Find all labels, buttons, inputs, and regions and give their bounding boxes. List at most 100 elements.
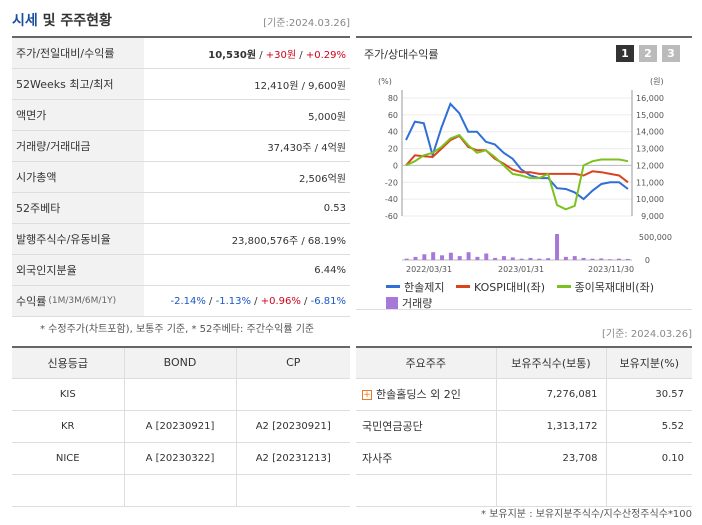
base-date: [기준:2024.03.26] [263,18,350,29]
section-title-rest: 및 주주현황 [37,13,112,29]
volume-bar [537,258,542,260]
volume-bar [519,258,524,260]
volume-bar [466,252,471,260]
shareholder-table: 주요주주 보유주식수(보통) 보유지분(%) + 한솔홀딩스 외 2인 7,276… [356,346,692,507]
chart-title: 주가/상대수익률 [364,48,439,61]
summary-value: 2,506억원 [298,173,346,185]
summary-value: 5,000원 [308,111,346,123]
y-left-tick-label: 40 [388,128,398,137]
volume-bar [572,256,577,260]
summary-label: 52Weeks 최고/최저 [12,69,144,99]
price-chart: (%) (원) 80 60 40 20 0 -20 -40 -60 16,000 15,000 14,0… [378,77,672,274]
credit-header: CP [236,347,350,379]
volume-bar [555,234,560,260]
chart-tab-3[interactable]: 3 [662,45,680,62]
y-right-tick-label: 9,000 [641,212,664,221]
summary-row-beta: 52주베타 0.53 [12,193,350,224]
y-right-tick-label: 15,000 [636,111,664,120]
volume-bar [546,258,551,260]
summary-label: 시가총액 [12,162,144,192]
summary-row-returns: 수익률 (1M/3M/6M/1Y) -2.14% / -1.13% / +0.96… [12,286,350,317]
price-summary-table: 주가/전일대비/수익률 10,530원 / +30원 / +0.29% 52We… [12,36,350,317]
table-row [12,474,350,507]
table-row: KR A [20230921] A2 [20230921] [12,410,350,443]
x-tick-label: 2022/03/31 [406,265,452,274]
summary-row-52weeks: 52Weeks 최고/최저 12,410원 / 9,600원 [12,69,350,100]
credit-header: BOND [124,347,237,379]
summary-value: 0.53 [323,202,346,214]
chart-tab-1[interactable]: 1 [616,45,634,62]
section-header: 시세 및 주주현황 [기준:2024.03.26] [12,10,350,32]
volume-bar [422,254,427,260]
volume-bar [608,259,613,260]
table-row: + 한솔홀딩스 외 2인 7,276,081 30.57 [356,378,692,411]
summary-value: 37,430주 / 4억원 [267,142,346,154]
y-right-tick-label: 11,000 [636,178,664,187]
credit-header: 신용등급 [12,347,125,379]
legend-item: 종이목재대비(좌) [556,279,654,295]
summary-label: 수익률 (1M/3M/6M/1Y) [12,286,144,316]
table-row: 자사주 23,708 0.10 [356,442,692,475]
y-left-tick-label: -60 [385,212,398,221]
volume-bar [528,257,533,260]
chart-tab-2[interactable]: 2 [639,45,657,62]
volume-bar [616,258,621,260]
shareholder-header: 보유주식수(보통) [496,347,607,379]
legend-item: 거래량 [386,295,432,311]
summary-row-market-cap: 시가총액 2,506억원 [12,162,350,193]
summary-value: 12,410원 / 9,600원 [254,80,346,92]
volume-bar [440,255,445,260]
table-row: NICE A [20230322] A2 [20231213] [12,442,350,475]
table-row [356,474,692,507]
summary-value: 23,800,576주 / 68.19% [231,235,346,247]
volume-bar [493,257,498,260]
volume-bar [475,256,480,260]
expand-plus-icon[interactable]: + [362,390,372,400]
volume-bar [581,257,586,260]
y-right-tick-label: 16,000 [636,94,664,103]
summary-label: 거래량/거래대금 [12,131,144,161]
volume-tick-label: 500,000 [639,233,672,242]
volume-bar [590,258,595,260]
summary-label: 외국인지분율 [12,255,144,285]
volume-bar [413,256,418,260]
volume-bar [484,253,489,260]
y-right-tick-label: 12,000 [636,161,664,170]
summary-footnote: * 수정주가(차트포함), 보통주 기준, * 52주베타: 주간수익률 기준 [40,324,315,335]
volume-bar [448,252,453,260]
y-right-tick-label: 10,000 [636,195,664,204]
shareholder-header: 보유지분(%) [606,347,692,379]
chart-panel: 주가/상대수익률 1 2 3 (%) (원) 80 60 40 20 0 -20 -40 -60 1… [356,36,692,310]
summary-value: 10,530원 / +30원 / +0.29% [208,49,346,61]
y-right-unit: (원) [650,77,664,86]
summary-label: 발행주식수/유동비율 [12,224,144,254]
chart-tabs: 1 2 3 [616,45,680,62]
volume-bar [563,256,568,260]
y-left-unit: (%) [378,77,392,86]
legend-item: KOSPI대비(좌) [455,279,545,295]
volume-bar [625,258,630,260]
summary-value: 6.44% [314,264,346,276]
y-left-tick-label: 80 [388,94,398,103]
y-right-tick-label: 13,000 [636,145,664,154]
summary-row-price: 주가/전일대비/수익률 10,530원 / +30원 / +0.29% [12,38,350,69]
y-left-tick-label: 0 [393,161,398,170]
volume-bar [599,258,604,260]
series-line [405,102,629,201]
series-line [405,134,629,184]
series-line [405,133,629,211]
summary-value: -2.14% / -1.13% / +0.96% / -6.81% [170,295,346,307]
volume-tick-label: 0 [645,256,650,265]
volume-bar [457,256,462,260]
volume-bar [431,252,436,260]
x-tick-label: 2023/01/31 [498,265,544,274]
section-title-main: 시세 [12,13,38,29]
volume-bar [501,256,506,260]
chart-legend: 한솔제지 KOSPI대비(좌) 종이목재대비(좌) 거래량 [386,278,662,312]
summary-label: 주가/전일대비/수익률 [12,38,144,68]
volume-bar [510,257,515,260]
y-left-tick-label: -40 [385,195,398,204]
summary-row-foreign: 외국인지분율 6.44% [12,255,350,286]
summary-row-volume: 거래량/거래대금 37,430주 / 4억원 [12,131,350,162]
x-tick-label: 2023/11/30 [588,265,634,274]
